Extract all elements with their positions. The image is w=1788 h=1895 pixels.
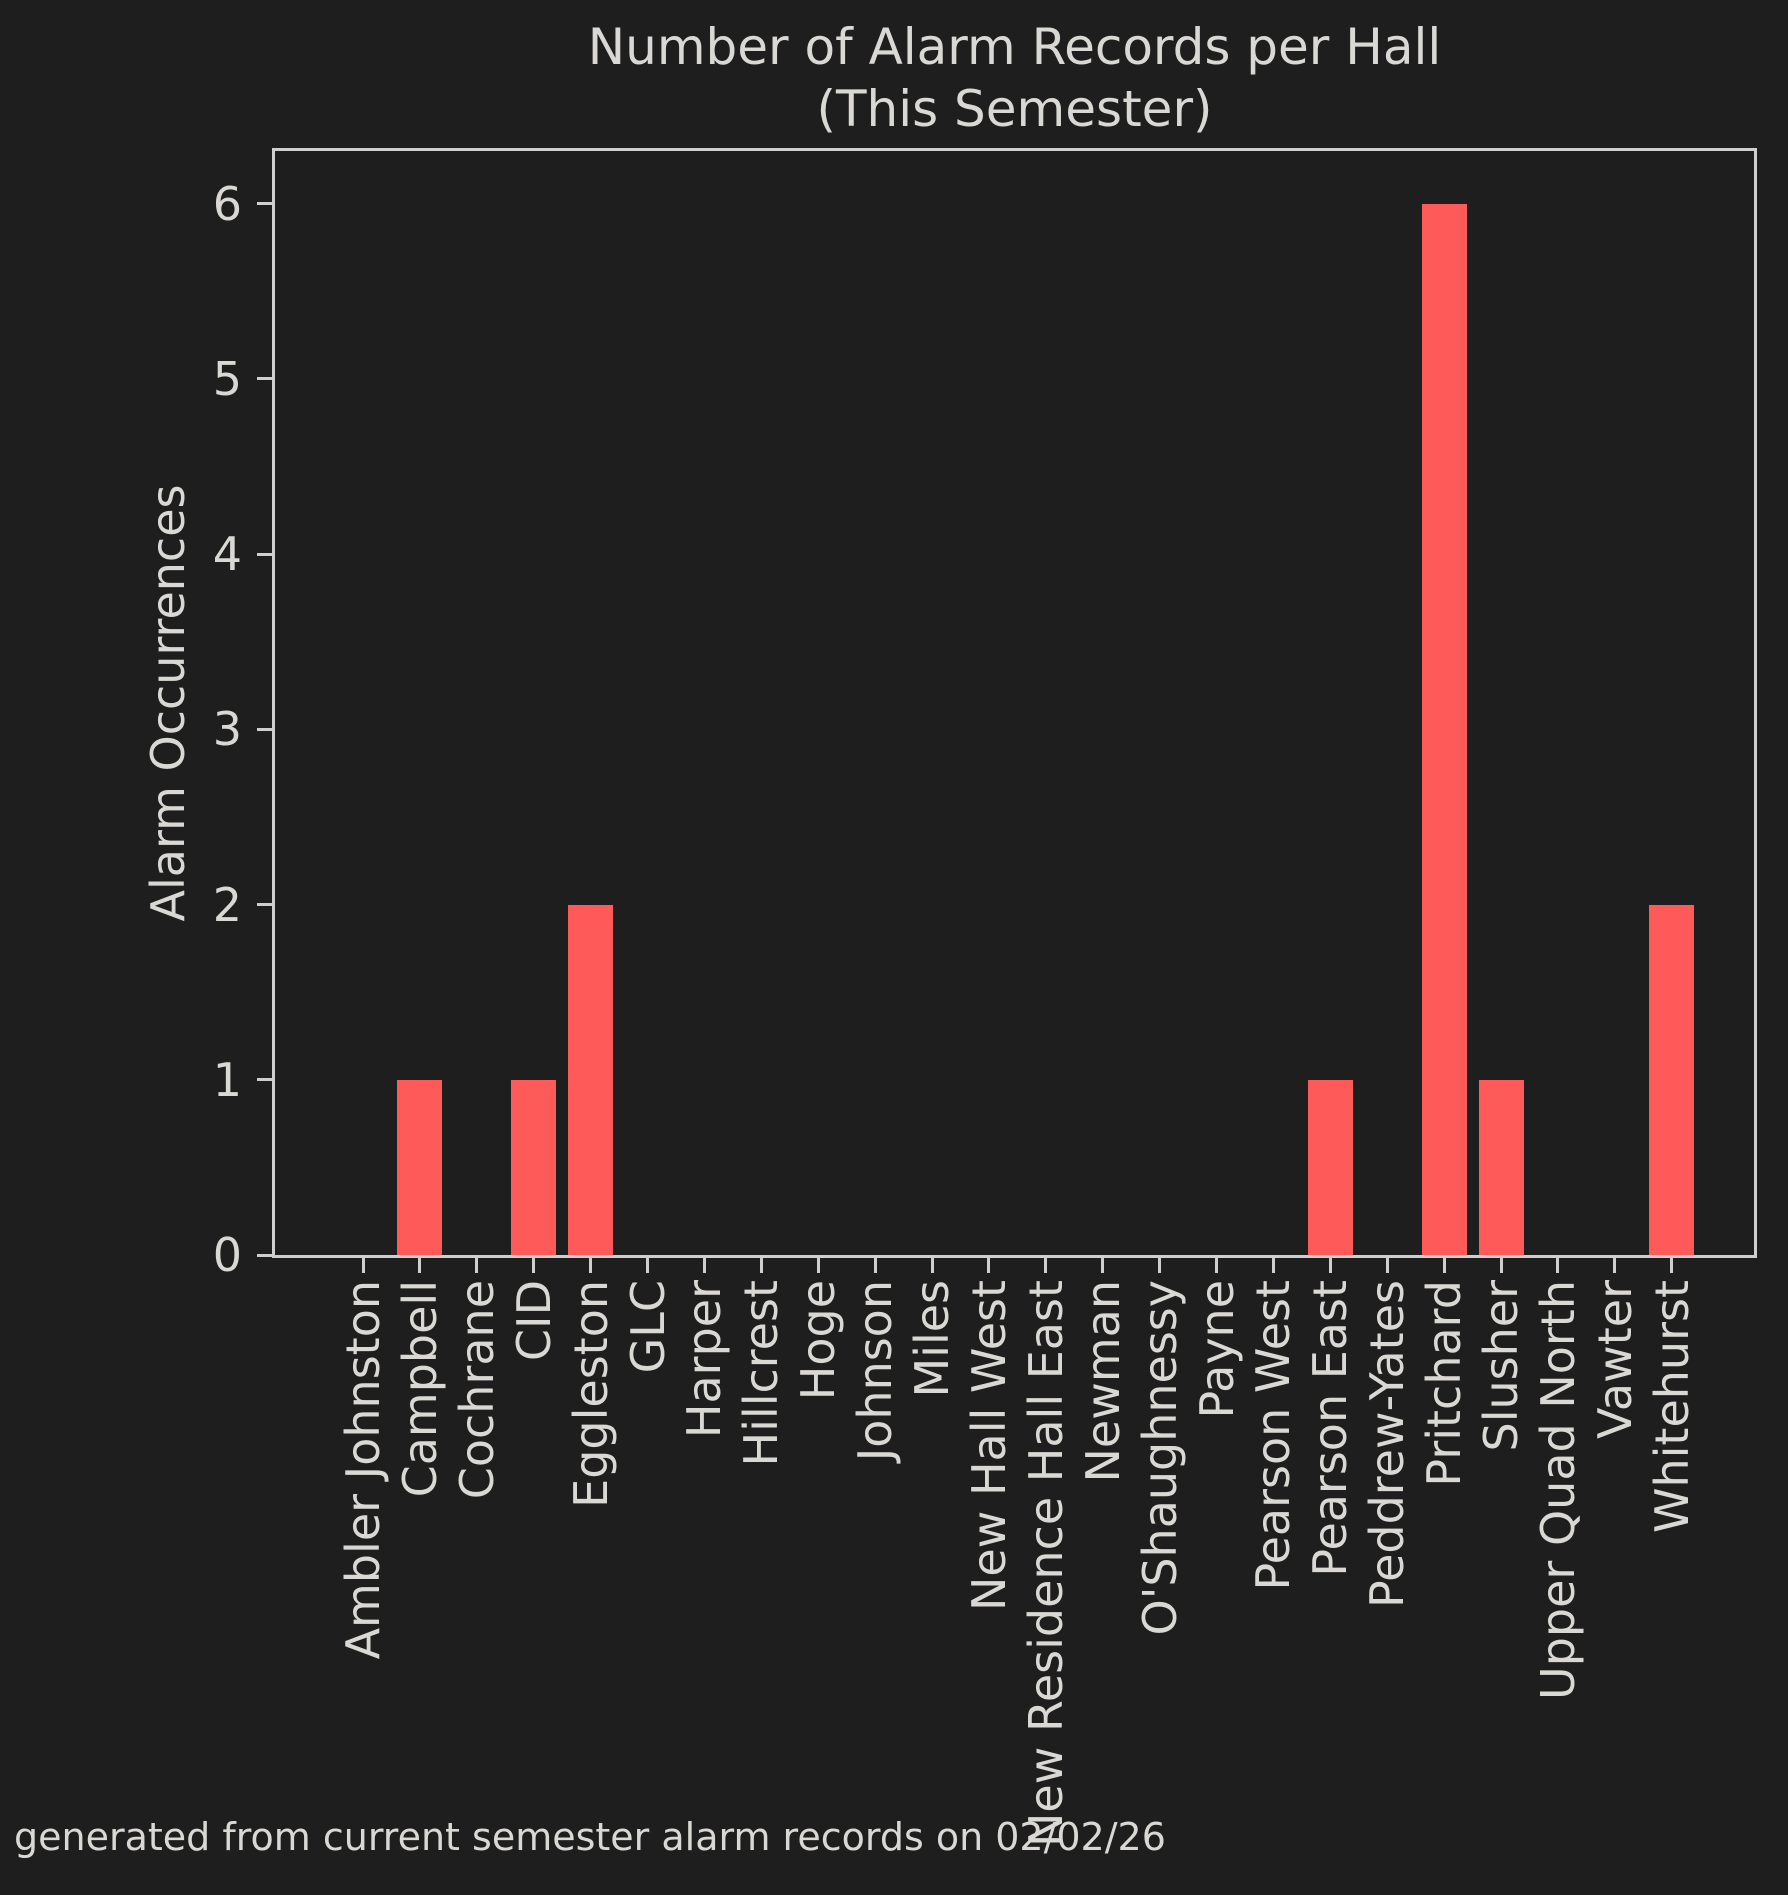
y-tick-label: 3 (212, 702, 242, 757)
x-tick-label-text: Pearson East (1303, 1280, 1358, 1577)
y-axis-ticks-layer: 0 1 2 3 4 5 6 (213, 151, 1754, 1282)
x-tick-label-text: Pritchard (1417, 1280, 1472, 1487)
bar-eggleston (568, 904, 614, 1255)
x-tick-mark (418, 1258, 422, 1273)
y-tick-label: 2 (212, 877, 242, 932)
x-tick-label-text: Vawter (1587, 1280, 1642, 1439)
x-tick-label-text: Harper (677, 1280, 732, 1439)
x-axis-ticks-layer: Ambler Johnston Campbell Cochrane CID Eggles… (275, 151, 1754, 1847)
x-tick-mark (1158, 1258, 1162, 1273)
x-tick-mark (1328, 1258, 1332, 1273)
chart-title: Number of Alarm Records per Hall (This S… (272, 16, 1757, 140)
bar-whitehurst (1649, 904, 1695, 1255)
bar-slusher (1478, 1079, 1524, 1255)
x-tick-mark (987, 1258, 991, 1273)
plot-area: 0 1 2 3 4 5 6 Ambler Johnston Campbell Cochrane C… (213, 148, 1757, 1847)
x-tick-label-text: CID (506, 1280, 561, 1362)
chart-title-line2: (This Semester) (816, 80, 1213, 138)
y-tick-mark (257, 903, 272, 907)
y-tick-label: 4 (212, 527, 242, 582)
x-tick-label-text: Campbell (392, 1280, 447, 1498)
x-tick-label-text: GLC (620, 1280, 675, 1374)
x-tick-label-text: Ambler Johnston (336, 1280, 390, 1660)
x-tick-label-text: Slusher (1474, 1280, 1528, 1452)
x-tick-label-text: O'Shaughnessy (1132, 1280, 1187, 1636)
footer-note: generated from current semester alarm re… (14, 1815, 1166, 1859)
x-tick-mark (361, 1258, 365, 1273)
x-tick-label-text: Payne (1189, 1280, 1244, 1419)
x-tick-mark (1101, 1258, 1105, 1273)
y-tick-label: 0 (212, 1228, 242, 1282)
y-tick-label: 6 (212, 176, 242, 231)
x-tick-mark (1044, 1258, 1048, 1273)
x-tick-label-text: Pearson West (1246, 1280, 1301, 1591)
x-tick-mark (1613, 1258, 1617, 1273)
y-tick-label: 1 (212, 1052, 242, 1107)
x-tick-label-text: Cochrane (449, 1280, 504, 1500)
x-tick-mark (1499, 1258, 1503, 1273)
y-tick-label: 5 (212, 351, 242, 406)
chart-title-line1: Number of Alarm Records per Hall (587, 18, 1442, 76)
x-tick-mark (589, 1258, 593, 1273)
y-tick-mark (257, 552, 272, 556)
x-tick-mark (475, 1258, 479, 1273)
x-tick-label-text: Upper Quad North (1530, 1280, 1585, 1700)
x-tick-label-text: Eggleston (563, 1280, 618, 1508)
x-tick-mark (1215, 1258, 1218, 1273)
bar-campbell (397, 1079, 443, 1255)
x-tick-mark (532, 1258, 536, 1273)
x-tick-mark (702, 1258, 706, 1273)
x-tick-label-text: Hillcrest (734, 1280, 789, 1467)
x-tick-label-text: Whitehurst (1644, 1280, 1699, 1533)
x-tick-mark (930, 1258, 934, 1273)
x-tick-mark (1556, 1258, 1560, 1273)
x-tick-mark (1442, 1258, 1446, 1273)
x-tick-mark (1385, 1258, 1389, 1273)
bars-layer (275, 151, 1754, 1255)
x-tick-mark (873, 1258, 877, 1273)
x-tick-label-text: New Residence Hall East (1018, 1280, 1073, 1847)
x-tick-label-text: Newman (1075, 1280, 1130, 1483)
x-tick-mark (1271, 1258, 1275, 1273)
y-tick-mark (257, 1253, 272, 1257)
y-tick-mark (257, 377, 272, 381)
bar-cid (511, 1079, 557, 1255)
x-tick-label-text: Johnson (848, 1280, 903, 1462)
x-tick-mark (816, 1258, 820, 1273)
x-tick-mark (759, 1258, 763, 1273)
y-tick-mark (257, 727, 272, 731)
x-tick-label-text: Miles (905, 1280, 959, 1398)
bar-pritchard (1421, 203, 1467, 1255)
bar-pearson-east (1307, 1079, 1353, 1255)
y-tick-mark (257, 1078, 272, 1082)
y-tick-mark (257, 202, 272, 206)
x-tick-label-text: New Hall West (961, 1280, 1016, 1612)
x-tick-mark (646, 1258, 649, 1273)
x-tick-label-text: Hoge (791, 1280, 846, 1401)
x-tick-label-text: Peddrew-Yates (1360, 1280, 1415, 1609)
x-tick-mark (1670, 1258, 1674, 1273)
